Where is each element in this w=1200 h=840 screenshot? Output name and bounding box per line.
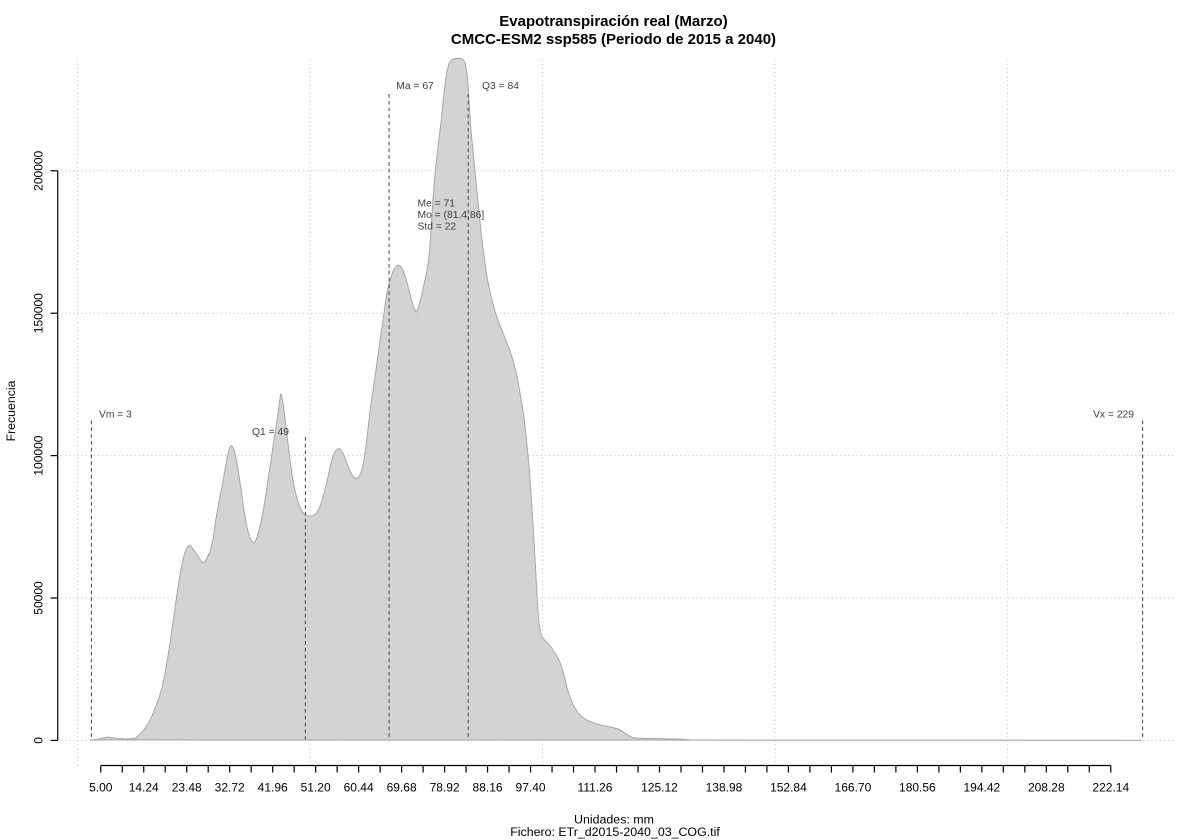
svg-text:222.14: 222.14	[1092, 781, 1129, 795]
svg-text:Evapotranspiración real (Marzo: Evapotranspiración real (Marzo)	[499, 13, 727, 30]
svg-text:100000: 100000	[32, 435, 46, 475]
svg-text:69.68: 69.68	[387, 781, 417, 795]
svg-text:23.48: 23.48	[172, 781, 202, 795]
svg-text:Std = 22: Std = 22	[418, 222, 457, 233]
svg-text:97.40: 97.40	[516, 781, 546, 795]
svg-text:Q1 = 49: Q1 = 49	[252, 427, 289, 438]
svg-text:194.42: 194.42	[963, 781, 1000, 795]
svg-text:Ma = 67: Ma = 67	[396, 81, 434, 92]
svg-text:5.00: 5.00	[89, 781, 113, 795]
svg-text:200000: 200000	[32, 150, 46, 190]
svg-text:138.98: 138.98	[706, 781, 743, 795]
svg-text:78.92: 78.92	[430, 781, 460, 795]
svg-text:208.28: 208.28	[1028, 781, 1065, 795]
svg-text:50000: 50000	[32, 581, 46, 615]
svg-text:32.72: 32.72	[215, 781, 245, 795]
svg-text:150000: 150000	[32, 293, 46, 333]
svg-text:125.12: 125.12	[641, 781, 678, 795]
svg-text:111.26: 111.26	[578, 781, 613, 795]
svg-text:Fichero: ETr_d2015-2040_03_COG: Fichero: ETr_d2015-2040_03_COG.tif	[510, 825, 720, 839]
svg-text:14.24: 14.24	[129, 781, 159, 795]
svg-text:41.96: 41.96	[258, 781, 288, 795]
svg-text:166.70: 166.70	[835, 781, 872, 795]
svg-text:Q3 = 84: Q3 = 84	[482, 81, 519, 92]
svg-text:Mo = (81.4,86]: Mo = (81.4,86]	[418, 210, 485, 221]
svg-text:Vm = 3: Vm = 3	[99, 410, 132, 421]
svg-text:CMCC-ESM2 ssp585 (Periodo de 2: CMCC-ESM2 ssp585 (Periodo de 2015 a 2040…	[451, 31, 776, 48]
svg-text:Unidades: mm: Unidades: mm	[574, 812, 654, 826]
svg-text:Vx = 229: Vx = 229	[1093, 410, 1134, 421]
svg-text:Frecuencia: Frecuencia	[4, 380, 18, 441]
svg-text:152.84: 152.84	[770, 781, 807, 795]
svg-text:0: 0	[32, 737, 46, 744]
svg-text:Me = 71: Me = 71	[418, 199, 456, 210]
svg-text:180.56: 180.56	[899, 781, 936, 795]
svg-text:88.16: 88.16	[473, 781, 503, 795]
svg-text:60.44: 60.44	[344, 781, 374, 795]
svg-text:51.20: 51.20	[301, 781, 331, 795]
